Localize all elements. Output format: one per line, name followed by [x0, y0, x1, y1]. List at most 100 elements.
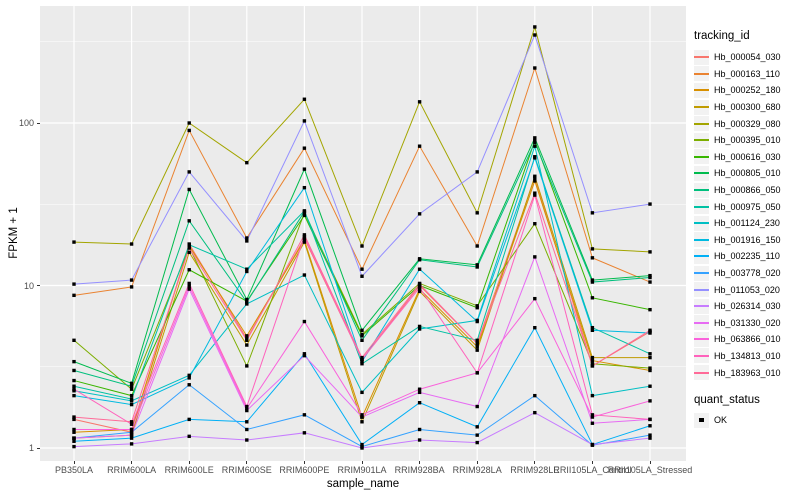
- x-tick-label: RRIM600PE: [279, 465, 330, 475]
- data-point: [302, 238, 307, 242]
- data-point: [302, 185, 307, 190]
- data-point: [590, 355, 595, 360]
- legend-label: Hb_000866_050: [714, 185, 781, 196]
- legend-key: [694, 282, 709, 298]
- data-point: [533, 191, 537, 195]
- legend-key: [694, 248, 709, 264]
- data-point: [187, 187, 191, 192]
- legend-label: Hb_011053_020: [714, 284, 780, 295]
- data-point: [533, 222, 537, 226]
- data-point: [417, 144, 422, 148]
- data-point: [245, 267, 249, 271]
- data-point: [129, 442, 134, 446]
- data-point: [475, 433, 479, 437]
- data-point: [245, 343, 249, 347]
- data-point: [590, 421, 595, 425]
- data-point: [533, 325, 537, 330]
- data-point: [129, 285, 134, 289]
- legend-key-line: [694, 288, 709, 291]
- data-point: [533, 296, 537, 301]
- x-tick-label: RRIM928LA: [452, 465, 502, 475]
- data-point: [360, 338, 364, 343]
- data-point: [187, 121, 191, 125]
- data-point: [590, 328, 595, 333]
- data-point: [302, 146, 307, 150]
- data-point: [475, 345, 479, 349]
- legend-items-tracking-id: Hb_000054_030 Hb_000163_110 Hb_000252_180 H…: [694, 49, 800, 381]
- data-point: [72, 417, 76, 422]
- legend-key: [694, 265, 709, 281]
- data-point: [360, 267, 364, 271]
- legend-key: [694, 348, 709, 364]
- data-point: [417, 390, 422, 395]
- data-point: [475, 306, 479, 310]
- data-point: [533, 25, 537, 29]
- legend-key: [694, 132, 709, 148]
- plot-panel: [40, 6, 686, 461]
- legend-key-line: [694, 305, 709, 308]
- data-point: [533, 393, 537, 398]
- data-point: [590, 413, 595, 417]
- data-point: [590, 325, 595, 330]
- data-point: [72, 338, 76, 343]
- data-point: [187, 128, 191, 133]
- x-tick-mark: [419, 461, 421, 464]
- data-point: [245, 269, 249, 274]
- legend-title-tracking-id: tracking_id: [694, 30, 750, 42]
- legend-label: Hb_026314_030: [714, 301, 781, 312]
- data-point: [72, 282, 76, 286]
- legend-item: Hb_003778_020: [694, 265, 800, 282]
- legend-key-line: [694, 172, 709, 175]
- data-point: [590, 393, 595, 398]
- data-point: [129, 436, 134, 440]
- data-point: [72, 368, 76, 373]
- legend-key-line: [694, 139, 709, 142]
- data-point: [302, 413, 307, 417]
- data-point: [187, 246, 191, 250]
- legend-key-line: [694, 338, 709, 341]
- data-point: [533, 140, 537, 145]
- data-point: [417, 387, 422, 391]
- data-point: [533, 179, 537, 183]
- ok-point-marker: [699, 417, 704, 423]
- x-tick-label: RRII105LA_Control: [553, 465, 632, 475]
- data-point: [187, 281, 191, 286]
- legend-label: Hb_031330_020: [714, 317, 781, 328]
- data-point: [129, 427, 134, 432]
- data-point: [187, 170, 191, 174]
- legend-key-line: [694, 122, 709, 125]
- data-point: [187, 284, 191, 288]
- data-point: [533, 66, 537, 70]
- data-point: [648, 307, 652, 312]
- data-point: [187, 434, 191, 439]
- legend-key-line: [694, 89, 709, 92]
- y-tick-mark: [37, 285, 40, 286]
- data-point: [475, 348, 479, 352]
- legend-label: Hb_000163_110: [714, 68, 780, 79]
- data-point: [590, 358, 595, 363]
- data-point: [360, 359, 364, 364]
- data-point: [187, 376, 191, 380]
- legend-key-line: [694, 72, 709, 75]
- legend-label: Hb_183963_010: [714, 367, 781, 378]
- data-point: [590, 211, 595, 215]
- data-point: [417, 282, 422, 286]
- legend-key-line: [694, 155, 709, 158]
- legend-item: Hb_000054_030: [694, 49, 800, 66]
- data-point: [245, 404, 249, 409]
- legend-key-line: [694, 56, 709, 59]
- data-point: [302, 167, 307, 171]
- data-point: [245, 420, 249, 424]
- legend-item: Hb_000252_180: [694, 82, 800, 99]
- quant-ok-key: [694, 412, 709, 428]
- data-point: [417, 427, 422, 432]
- legend-item: Hb_000975_050: [694, 198, 800, 215]
- plot-area: [40, 6, 686, 461]
- legend-label: Hb_000054_030: [714, 52, 781, 63]
- y-tick-mark: [37, 447, 40, 449]
- data-point: [129, 402, 134, 407]
- legend-label: Hb_000329_080: [714, 118, 781, 129]
- data-point: [648, 275, 652, 280]
- legend-key-line: [694, 354, 709, 357]
